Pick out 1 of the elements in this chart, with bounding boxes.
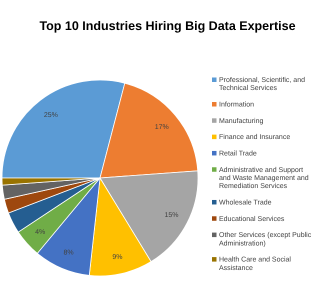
chart-title: Top 10 Industries Hiring Big Data Expertise [39,19,296,33]
